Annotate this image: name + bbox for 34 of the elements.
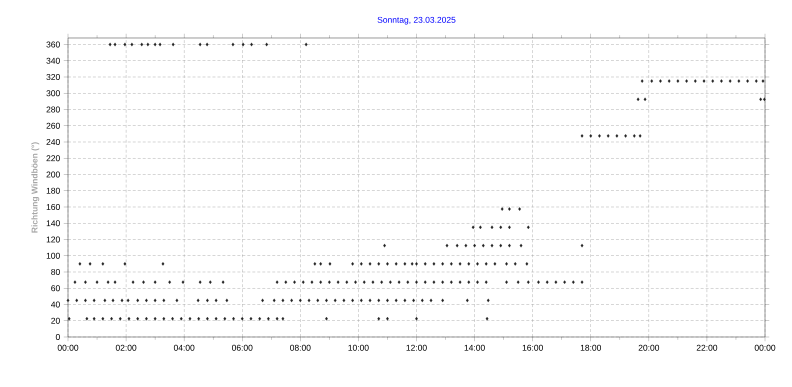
x-tick-label: 14:00	[464, 344, 485, 351]
y-tick-label: 320	[46, 74, 60, 80]
y-tick-label: 20	[51, 318, 60, 324]
y-axis-title: Richtung Windböen (°)	[31, 142, 40, 233]
x-tick-label: 08:00	[290, 344, 311, 351]
y-tick-label: 100	[46, 252, 60, 259]
x-tick-label: 06:00	[232, 344, 253, 351]
x-tick-label: 00:00	[58, 344, 78, 351]
y-tick-label: 280	[46, 106, 60, 112]
y-tick-label: 360	[46, 42, 60, 48]
y-tick-label: 120	[46, 236, 60, 242]
x-tick-label: 04:00	[174, 344, 194, 351]
y-tick-label: 200	[46, 172, 60, 178]
x-tick-label: 00:00	[754, 344, 776, 351]
chart-title: Sonntag, 23.03.2025	[378, 16, 456, 24]
x-tick-label: 02:00	[116, 344, 136, 351]
x-tick-label: 18:00	[580, 344, 602, 351]
x-tick-label: 22:00	[696, 344, 718, 351]
y-tick-label: 240	[46, 139, 60, 145]
y-tick-label: 80	[51, 269, 60, 275]
y-tick-label: 0	[56, 334, 60, 340]
x-tick-label: 16:00	[522, 344, 543, 351]
y-tick-label: 260	[46, 122, 60, 129]
y-tick-label: 300	[46, 90, 60, 96]
x-tick-label: 20:00	[638, 344, 660, 351]
y-tick-label: 60	[51, 285, 60, 292]
x-tick-label: 10:00	[348, 344, 369, 351]
x-tick-label: 12:00	[406, 344, 427, 351]
y-tick-label: 340	[46, 58, 60, 64]
y-tick-label: 220	[46, 155, 60, 162]
y-tick-label: 180	[46, 188, 60, 194]
y-tick-label: 40	[50, 302, 60, 308]
y-tick-label: 140	[46, 220, 60, 226]
y-tick-label: 160	[46, 204, 60, 210]
